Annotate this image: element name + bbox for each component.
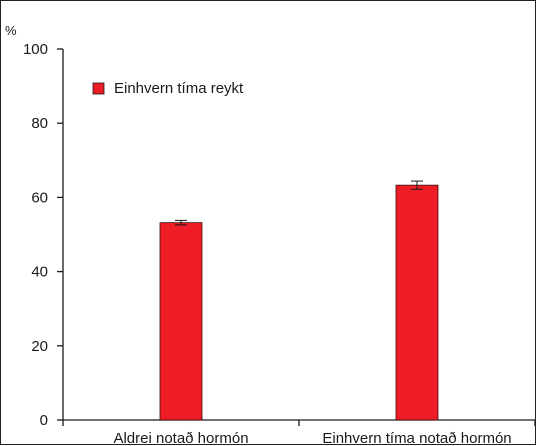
y-tick-label: 60 bbox=[31, 189, 48, 206]
y-tick-label: 40 bbox=[31, 264, 48, 281]
bar bbox=[159, 222, 203, 421]
y-tick-label: 20 bbox=[31, 338, 48, 355]
y-axis-unit-label: % bbox=[5, 23, 17, 38]
bars bbox=[159, 184, 439, 421]
bar bbox=[395, 184, 439, 421]
category-labels: Aldrei notað hormón Einhvern tíma notað h… bbox=[113, 430, 511, 446]
y-tick-label: 0 bbox=[40, 412, 48, 429]
error-bars bbox=[175, 180, 423, 226]
x-category-label: Aldrei notað hormón bbox=[113, 430, 248, 446]
x-category-label: Einhvern tíma notað hormón bbox=[322, 430, 511, 446]
y-tick-label: 100 bbox=[23, 41, 48, 58]
legend: Einhvern tíma reykt bbox=[92, 80, 244, 97]
y-axis-ticks: 0 20 40 60 80 100 bbox=[23, 41, 63, 429]
x-axis-ticks bbox=[62, 420, 536, 426]
y-tick-label: 80 bbox=[31, 115, 48, 132]
legend-label: Einhvern tíma reykt bbox=[114, 80, 244, 97]
legend-swatch bbox=[92, 82, 105, 95]
